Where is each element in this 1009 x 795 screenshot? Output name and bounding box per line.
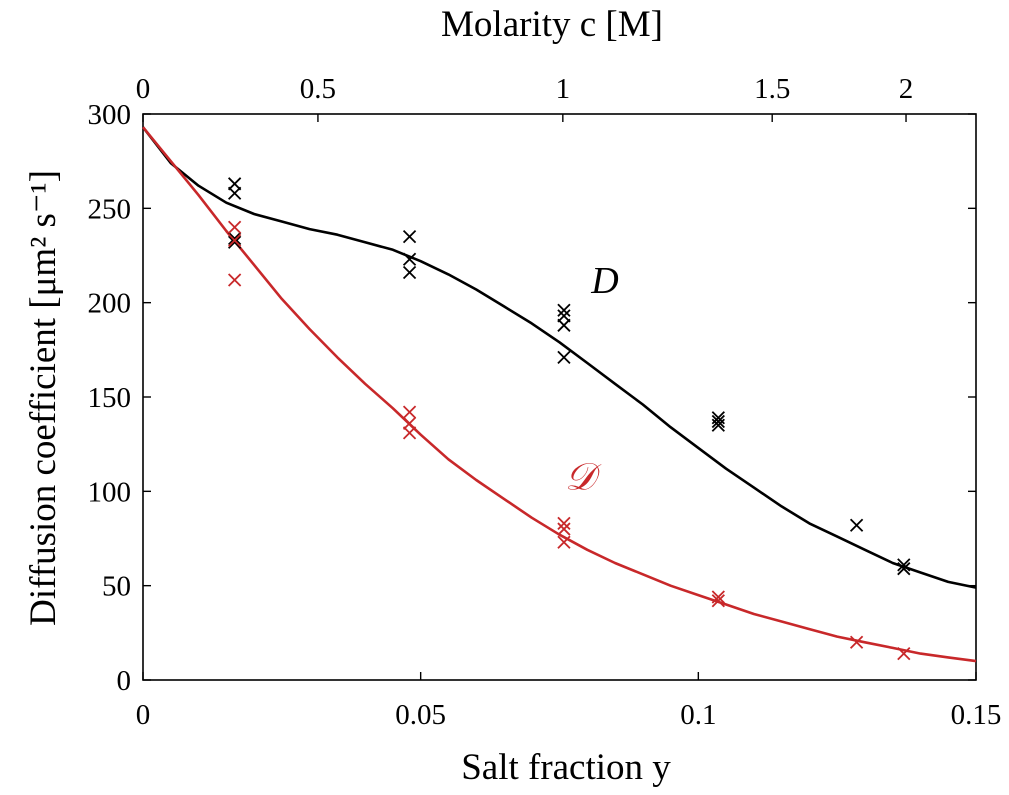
data-point-marker bbox=[227, 186, 242, 200]
top-tick-label: 1.5 bbox=[754, 73, 790, 105]
x-tick-label: 0 bbox=[136, 699, 151, 731]
data-point-marker bbox=[227, 220, 242, 234]
y-tick-label: 300 bbox=[88, 99, 132, 131]
data-point-marker bbox=[227, 235, 242, 249]
data-point-marker bbox=[402, 265, 417, 280]
data-point-marker bbox=[557, 522, 571, 536]
data-point-marker bbox=[402, 229, 417, 244]
y-tick-label: 100 bbox=[88, 476, 132, 508]
y-tick-label: 50 bbox=[102, 571, 131, 603]
data-point-marker bbox=[897, 558, 911, 572]
data-point-marker bbox=[711, 590, 725, 604]
curve-label: 𝒟 bbox=[565, 456, 602, 498]
y-axis-title: Diffusion coefficient [μm² s⁻¹] bbox=[23, 170, 64, 626]
top-tick-label: 2 bbox=[899, 73, 914, 105]
plot-frame bbox=[142, 113, 977, 681]
x-axis-title: Salt fraction y bbox=[461, 747, 671, 788]
data-point-marker bbox=[897, 562, 911, 576]
y-axis-ticks: 0 50 100 150 200 250 300 bbox=[88, 99, 976, 697]
data-point-marker bbox=[402, 416, 417, 431]
x-tick-label: 0.05 bbox=[395, 699, 446, 731]
data-point-marker bbox=[557, 350, 571, 365]
data-point-marker bbox=[227, 231, 242, 246]
data-point-marker bbox=[557, 309, 571, 323]
data-point-marker bbox=[557, 535, 571, 549]
x-axis-ticks: 0 0.05 0.1 0.15 bbox=[136, 672, 1002, 731]
curve-label: D bbox=[590, 260, 618, 302]
data-point-marker bbox=[402, 252, 417, 266]
y-tick-label: 200 bbox=[88, 288, 132, 320]
top-axis-title-text: Molarity c [M] bbox=[441, 4, 663, 45]
top-tick-label: 1 bbox=[556, 73, 571, 105]
data-point-marker bbox=[711, 414, 725, 429]
data-point-marker bbox=[711, 418, 725, 432]
data-point-marker bbox=[849, 635, 864, 649]
data-point-marker bbox=[227, 273, 242, 287]
top-tick-label: 0 bbox=[136, 73, 151, 105]
data-point-marker bbox=[402, 426, 417, 440]
data-point-marker bbox=[711, 594, 725, 608]
y-tick-label: 0 bbox=[117, 665, 132, 697]
data-point-marker bbox=[227, 177, 242, 191]
y-tick-label: 250 bbox=[88, 193, 132, 225]
x-tick-label: 0.1 bbox=[680, 699, 716, 731]
data-points bbox=[227, 177, 911, 661]
y-tick-label: 150 bbox=[88, 382, 132, 414]
data-point-marker bbox=[227, 233, 242, 248]
data-point-marker bbox=[402, 405, 417, 419]
top-tick-label: 0.5 bbox=[300, 73, 336, 105]
data-point-marker bbox=[557, 516, 571, 531]
top-axis-title: Molarity c [M] bbox=[441, 4, 663, 45]
data-point-marker bbox=[849, 518, 864, 532]
plot-area bbox=[142, 113, 977, 681]
data-point-marker bbox=[897, 646, 911, 661]
data-point-marker bbox=[557, 303, 571, 317]
top-axis-ticks: 0 0.5 1 1.5 2 bbox=[136, 73, 914, 122]
fit-curves bbox=[141, 126, 977, 663]
fit-curve-D-script bbox=[141, 126, 977, 663]
svg-text:Molarity c [M]: Molarity c [M] bbox=[441, 4, 663, 45]
fit-curve-D bbox=[141, 126, 977, 589]
x-tick-label: 0.15 bbox=[951, 699, 1002, 731]
data-point-marker bbox=[557, 318, 571, 332]
